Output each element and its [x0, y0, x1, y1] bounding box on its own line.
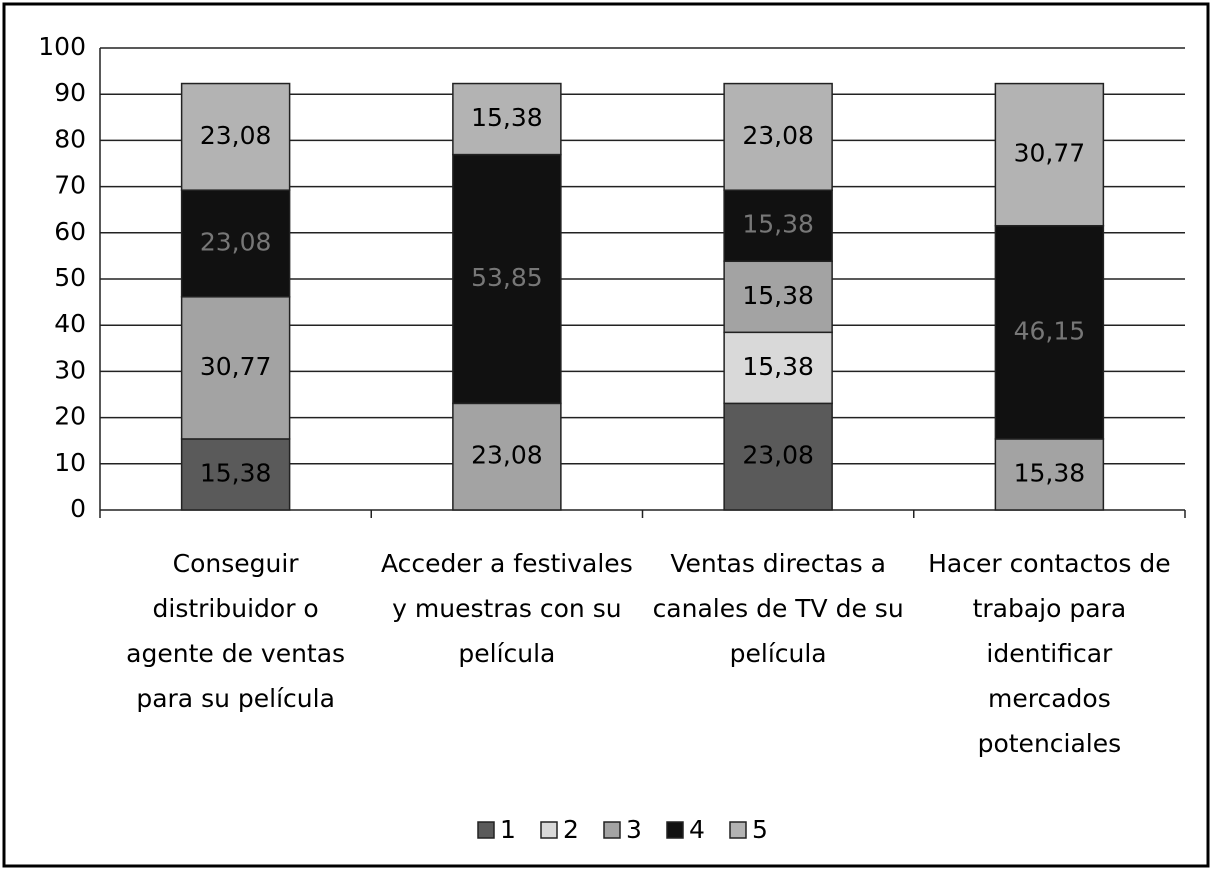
data-label: 15,38 [471, 103, 543, 132]
bar-segment [180, 82, 291, 191]
data-label: 23,08 [742, 441, 814, 470]
data-label: 23,08 [471, 441, 543, 470]
data-label: 30,77 [1014, 139, 1086, 168]
y-tick-label: 20 [54, 402, 86, 431]
data-label: 46,15 [1014, 316, 1086, 345]
bar-segment [723, 260, 833, 334]
x-tick-label: Acceder a festivales y muestras con su pel… [381, 549, 633, 668]
y-tick-label: 100 [38, 32, 86, 61]
y-tick-label: 60 [54, 217, 86, 246]
data-label: 15,38 [200, 458, 272, 487]
legend-label: 3 [626, 815, 642, 844]
legend-label: 2 [563, 815, 579, 844]
data-label: 23,08 [200, 227, 272, 256]
data-label: 30,77 [200, 352, 272, 381]
data-label: 15,38 [1014, 458, 1086, 487]
y-tick-label: 80 [54, 124, 86, 153]
data-label: 53,85 [471, 263, 543, 292]
legend-swatch [666, 821, 684, 839]
bar-segment [723, 189, 833, 263]
legend-label: 5 [752, 815, 768, 844]
y-tick-label: 90 [54, 78, 86, 107]
bar-segment [180, 189, 291, 298]
bar-segment [723, 331, 833, 405]
data-label: 15,38 [742, 281, 814, 310]
bar-segment [994, 224, 1105, 440]
bar-segment [723, 82, 833, 191]
legend-swatch [477, 821, 495, 839]
data-label: 15,38 [742, 352, 814, 381]
bar-segment [452, 153, 562, 405]
y-tick-label: 10 [54, 448, 86, 477]
legend-label: 1 [500, 815, 516, 844]
y-tick-label: 40 [54, 309, 86, 338]
y-tick-label: 50 [54, 263, 86, 292]
bar-segment [180, 296, 291, 440]
y-tick-label: 0 [70, 494, 86, 523]
bar-segment [452, 82, 562, 156]
data-label: 23,08 [742, 121, 814, 150]
legend-label: 4 [689, 815, 705, 844]
bar-segment [180, 438, 291, 511]
legend-swatch [603, 821, 621, 839]
data-label: 23,08 [200, 121, 272, 150]
legend-swatch [729, 821, 747, 839]
bar-segment [994, 82, 1105, 227]
bar-segment [452, 402, 562, 511]
y-tick-label: 30 [54, 355, 86, 384]
bar-segment [994, 438, 1105, 511]
data-label: 15,38 [742, 210, 814, 239]
legend-swatch [540, 821, 558, 839]
x-tick-label: Ventas directas a canales de TV de su pelí… [653, 549, 904, 668]
x-tick-label: Conseguir distribuidor o agente de ventas p… [126, 549, 345, 713]
bar-segment [723, 402, 833, 511]
y-tick-label: 70 [54, 171, 86, 200]
x-tick-label: Hacer contactos de trabajo para identifica… [928, 549, 1171, 758]
